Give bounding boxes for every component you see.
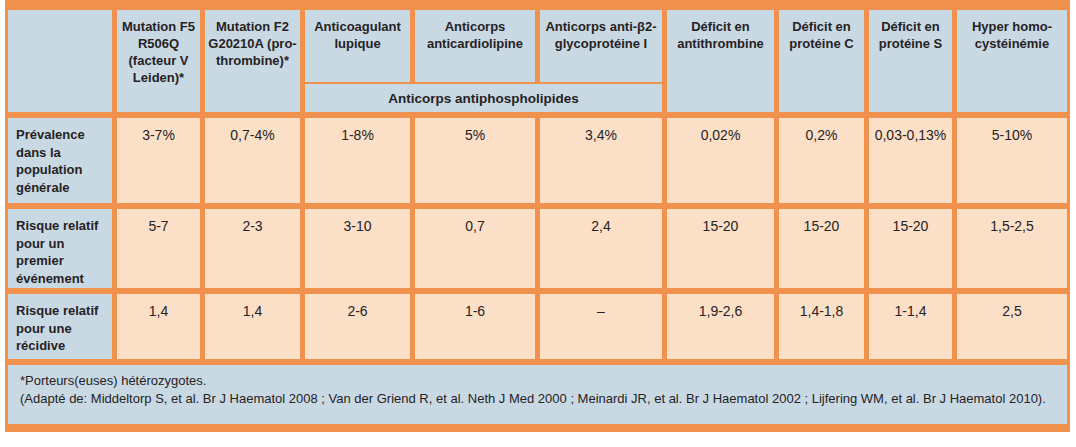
data-cell: 1,4-1,8 bbox=[779, 294, 869, 365]
column-header-mutation-f5: Mutation F5 R506Q (facteur V Leiden)* bbox=[117, 10, 205, 118]
data-cell: 5% bbox=[415, 118, 540, 209]
column-header-anticardiolipine: Anticorps anticardiolipine bbox=[415, 10, 540, 84]
data-cell: 0,7 bbox=[415, 209, 540, 294]
data-cell: 0,2% bbox=[779, 118, 869, 209]
data-cell: 0,7-4% bbox=[205, 118, 305, 209]
data-cell: 1-1,4 bbox=[869, 294, 957, 365]
data-cell: – bbox=[540, 294, 667, 365]
data-cell: 3,4% bbox=[540, 118, 667, 209]
data-cell: 2-3 bbox=[205, 209, 305, 294]
data-cell: 1,9-2,6 bbox=[667, 294, 779, 365]
footnote-references: (Adapté de: Middeltorp S, et al. Br J Ha… bbox=[20, 390, 1055, 408]
data-cell: 15-20 bbox=[667, 209, 779, 294]
column-header-deficit-proteine-s: Déficit en protéine S bbox=[869, 10, 957, 118]
data-cell: 2-6 bbox=[305, 294, 415, 365]
column-header-deficit-antithrombine: Déficit en antithrombine bbox=[667, 10, 779, 118]
data-cell: 1,5-2,5 bbox=[957, 209, 1067, 294]
data-cell: 1-6 bbox=[415, 294, 540, 365]
data-cell: 0,02% bbox=[667, 118, 779, 209]
data-cell: 1,4 bbox=[205, 294, 305, 365]
row-label-prevalence: Prévalence dans la population générale bbox=[8, 118, 117, 209]
data-cell: 2,4 bbox=[540, 209, 667, 294]
column-header-anti-b2-glycoproteine: Anticorps anti-β2- glycoprotéine I bbox=[540, 10, 667, 84]
data-cell: 15-20 bbox=[869, 209, 957, 294]
corner-cell bbox=[8, 10, 117, 118]
footnote-heterozygotes: *Porteurs(euses) hétérozygotes. bbox=[20, 372, 1055, 390]
column-header-mutation-f2: Mutation F2 G20210A (pro- thrombine)* bbox=[205, 10, 305, 118]
data-cell: 1,4 bbox=[117, 294, 205, 365]
thrombophilia-risk-table: Mutation F5 R506Q (facteur V Leiden)* Mu… bbox=[8, 10, 1067, 365]
row-label-risque-recidive: Risque relatif pour une récidive bbox=[8, 294, 117, 365]
subheader-antiphospholipides: Anticorps antiphospholipides bbox=[305, 84, 667, 118]
column-header-anticoagulant-lupique: Anticoagulant lupique bbox=[305, 10, 415, 84]
column-header-deficit-proteine-c: Déficit en protéine C bbox=[779, 10, 869, 118]
row-label-risque-premier-evenement: Risque relatif pour un premier événement bbox=[8, 209, 117, 294]
data-cell: 5-7 bbox=[117, 209, 205, 294]
data-cell: 2,5 bbox=[957, 294, 1067, 365]
data-cell: 0,03-0,13% bbox=[869, 118, 957, 209]
data-cell: 5-10% bbox=[957, 118, 1067, 209]
data-cell: 3-10 bbox=[305, 209, 415, 294]
data-cell: 3-7% bbox=[117, 118, 205, 209]
table-footnotes: *Porteurs(euses) hétérozygotes. (Adapté … bbox=[8, 365, 1067, 424]
table-frame: Mutation F5 R506Q (facteur V Leiden)* Mu… bbox=[5, 0, 1070, 432]
column-header-hyperhomocysteinemie: Hyper homo- cystéinémie bbox=[957, 10, 1067, 118]
data-cell: 1-8% bbox=[305, 118, 415, 209]
data-cell: 15-20 bbox=[779, 209, 869, 294]
